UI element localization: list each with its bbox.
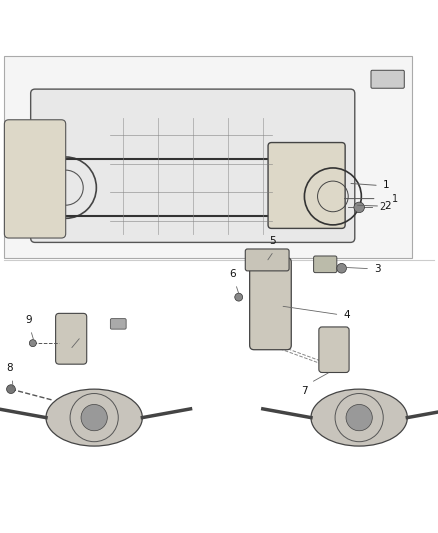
Text: 1: 1 xyxy=(383,181,390,190)
FancyBboxPatch shape xyxy=(268,142,345,229)
Text: 7: 7 xyxy=(301,386,308,395)
Circle shape xyxy=(7,385,15,393)
FancyBboxPatch shape xyxy=(110,319,126,329)
Circle shape xyxy=(346,405,372,431)
Text: 4: 4 xyxy=(344,310,350,320)
Circle shape xyxy=(29,340,36,346)
Text: 6: 6 xyxy=(230,269,237,279)
Ellipse shape xyxy=(311,389,407,446)
Circle shape xyxy=(81,405,107,431)
FancyBboxPatch shape xyxy=(56,313,87,364)
Text: 2: 2 xyxy=(379,203,385,212)
FancyBboxPatch shape xyxy=(250,258,291,350)
FancyBboxPatch shape xyxy=(319,327,349,373)
Text: 9: 9 xyxy=(25,315,32,325)
FancyBboxPatch shape xyxy=(4,120,66,238)
Circle shape xyxy=(235,293,243,301)
Ellipse shape xyxy=(46,389,142,446)
FancyBboxPatch shape xyxy=(31,89,355,243)
Circle shape xyxy=(337,263,346,273)
Circle shape xyxy=(354,202,364,213)
FancyBboxPatch shape xyxy=(4,56,412,258)
Text: 7: 7 xyxy=(79,322,86,332)
Text: 2: 2 xyxy=(385,201,391,211)
FancyBboxPatch shape xyxy=(314,256,337,273)
FancyBboxPatch shape xyxy=(371,70,404,88)
Text: 3: 3 xyxy=(374,264,381,273)
Text: 5: 5 xyxy=(269,236,276,246)
Text: 1: 1 xyxy=(392,193,398,204)
Text: 8: 8 xyxy=(6,363,13,373)
FancyBboxPatch shape xyxy=(245,249,289,271)
